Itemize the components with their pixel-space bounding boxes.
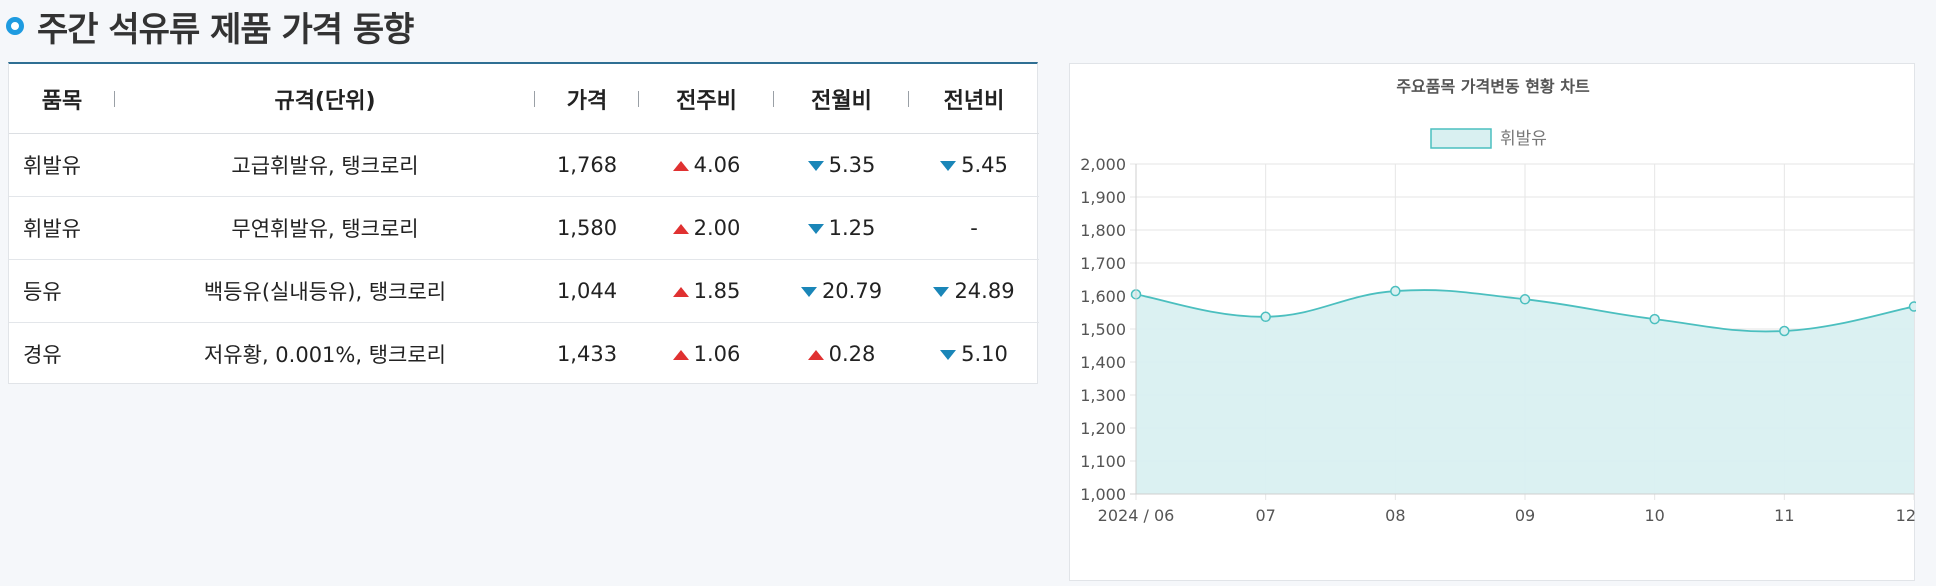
y-tick-label: 1,600 xyxy=(1080,287,1126,306)
change-value: - xyxy=(970,216,978,240)
change-value: 1.25 xyxy=(828,216,876,240)
data-point xyxy=(1649,313,1660,325)
header-year-change: 전년비 xyxy=(909,64,1039,134)
down-triangle-icon xyxy=(807,161,824,171)
week-change-cell: 1.85 xyxy=(639,259,774,323)
x-tick-label: 12 xyxy=(1896,506,1916,525)
legend-swatch xyxy=(1430,128,1492,149)
spec-cell: 저유황, 0.001%, 탱크로리 xyxy=(203,343,446,367)
header-week-change: 전주비 xyxy=(639,64,774,134)
change-value: 5.10 xyxy=(961,342,1008,366)
data-point xyxy=(1908,301,1916,312)
x-tick-label: 10 xyxy=(1644,506,1664,525)
down-triangle-icon xyxy=(933,287,950,297)
price-cell: 1,433 xyxy=(556,342,618,366)
table-row: 등유 백등유(실내등유), 탱크로리 1,044 1.85 20.79 24.89 xyxy=(9,259,1039,323)
down-triangle-icon xyxy=(800,287,817,297)
x-tick-label: 11 xyxy=(1774,506,1794,525)
item-cell: 휘발유 xyxy=(9,196,115,260)
header-month-change: 전월비 xyxy=(774,64,909,134)
price-table: 품목 규격(단위) 가격 전주비 전월비 전년비 휘발유 고급휘발유, 탱크로리 1… xyxy=(9,64,1039,385)
table-header-row: 품목 규격(단위) 가격 전주비 전월비 전년비 xyxy=(9,64,1039,134)
page-title: 주간 석유류 제품 가격 동향 xyxy=(37,9,414,50)
y-tick-label: 1,000 xyxy=(1080,485,1126,504)
change-value: 2.00 xyxy=(693,216,741,240)
spec-cell: 백등유(실내등유), 탱크로리 xyxy=(115,259,535,323)
table-row: 경유 저유황, 0.001%, 탱크로리 1,433 1.06 0.28 5.10 xyxy=(9,323,1039,386)
month-change-cell: 20.79 xyxy=(774,259,909,323)
down-triangle-icon xyxy=(940,350,957,360)
circle-bullet-icon xyxy=(6,17,24,35)
data-point xyxy=(1260,311,1271,323)
chart-title: 주요품목 가격변동 현황 차트 xyxy=(1396,77,1590,96)
table-row: 휘발유 무연휘발유, 탱크로리 1,580 2.00 1.25 - xyxy=(9,196,1039,260)
y-tick-label: 1,300 xyxy=(1080,386,1126,405)
week-change-cell: 2.00 xyxy=(639,196,774,260)
item-cell: 등유 xyxy=(9,259,115,323)
change-value: 5.45 xyxy=(961,153,1008,177)
x-tick-label: 07 xyxy=(1255,506,1275,525)
x-tick-label: 09 xyxy=(1515,506,1535,525)
up-triangle-icon xyxy=(807,350,824,360)
change-value: 5.35 xyxy=(828,153,876,177)
y-tick-label: 1,100 xyxy=(1080,452,1126,471)
data-point xyxy=(1519,294,1531,305)
month-change-cell: 0.28 xyxy=(774,323,909,386)
price-table-panel: 품목 규격(단위) 가격 전주비 전월비 전년비 휘발유 고급휘발유, 탱크로리 1… xyxy=(8,62,1039,385)
change-value: 1.06 xyxy=(693,342,741,366)
x-tick-label: 2024 / 06 xyxy=(1098,506,1175,525)
item-cell: 휘발유 xyxy=(9,133,115,197)
data-point xyxy=(1390,285,1401,297)
y-tick-label: 1,700 xyxy=(1080,254,1126,273)
change-value: 24.89 xyxy=(954,279,1015,303)
month-change-cell: 5.35 xyxy=(774,133,909,197)
year-change-cell: 5.45 xyxy=(909,133,1039,197)
y-tick-label: 1,400 xyxy=(1080,353,1126,372)
month-change-cell: 1.25 xyxy=(774,196,909,260)
price-cell: 1,768 xyxy=(535,133,639,197)
y-tick-label: 1,800 xyxy=(1080,221,1126,240)
header-item: 품목 xyxy=(9,64,115,134)
price-cell: 1,044 xyxy=(535,259,639,323)
y-tick-label: 2,000 xyxy=(1080,155,1126,174)
change-value: 0.28 xyxy=(828,342,876,366)
data-point xyxy=(1779,325,1790,337)
week-change-cell: 4.06 xyxy=(639,133,774,197)
down-triangle-icon xyxy=(940,161,957,171)
up-triangle-icon xyxy=(672,350,689,360)
header-price: 가격 xyxy=(535,64,639,134)
price-cell: 1,580 xyxy=(535,196,639,260)
legend-label: 휘발유 xyxy=(1500,129,1547,149)
year-change-cell: 5.10 xyxy=(909,323,1039,386)
spec-cell: 고급휘발유, 탱크로리 xyxy=(115,133,535,197)
y-tick-label: 1,200 xyxy=(1080,419,1126,438)
y-tick-label: 1,500 xyxy=(1080,320,1126,339)
y-tick-label: 1,900 xyxy=(1080,188,1126,207)
year-change-cell: 24.89 xyxy=(909,259,1039,323)
change-value: 1.85 xyxy=(693,279,741,303)
up-triangle-icon xyxy=(672,224,689,234)
header-spec: 규격(단위) xyxy=(115,64,535,134)
series-area xyxy=(1136,290,1914,494)
spec-cell: 무연휘발유, 탱크로리 xyxy=(115,196,535,260)
down-triangle-icon xyxy=(807,224,824,234)
table-row: 휘발유 고급휘발유, 탱크로리 1,768 4.06 5.35 5.45 xyxy=(9,133,1039,197)
change-value: 4.06 xyxy=(693,153,741,177)
up-triangle-icon xyxy=(672,161,689,171)
up-triangle-icon xyxy=(672,287,689,297)
change-value: 20.79 xyxy=(821,279,883,303)
page-header: 주간 석유류 제품 가격 동향 xyxy=(6,4,414,50)
year-change-cell: - xyxy=(909,196,1039,260)
x-tick-label: 08 xyxy=(1385,506,1405,525)
week-change-cell: 1.06 xyxy=(639,323,774,386)
item-cell: 경유 xyxy=(23,343,62,367)
